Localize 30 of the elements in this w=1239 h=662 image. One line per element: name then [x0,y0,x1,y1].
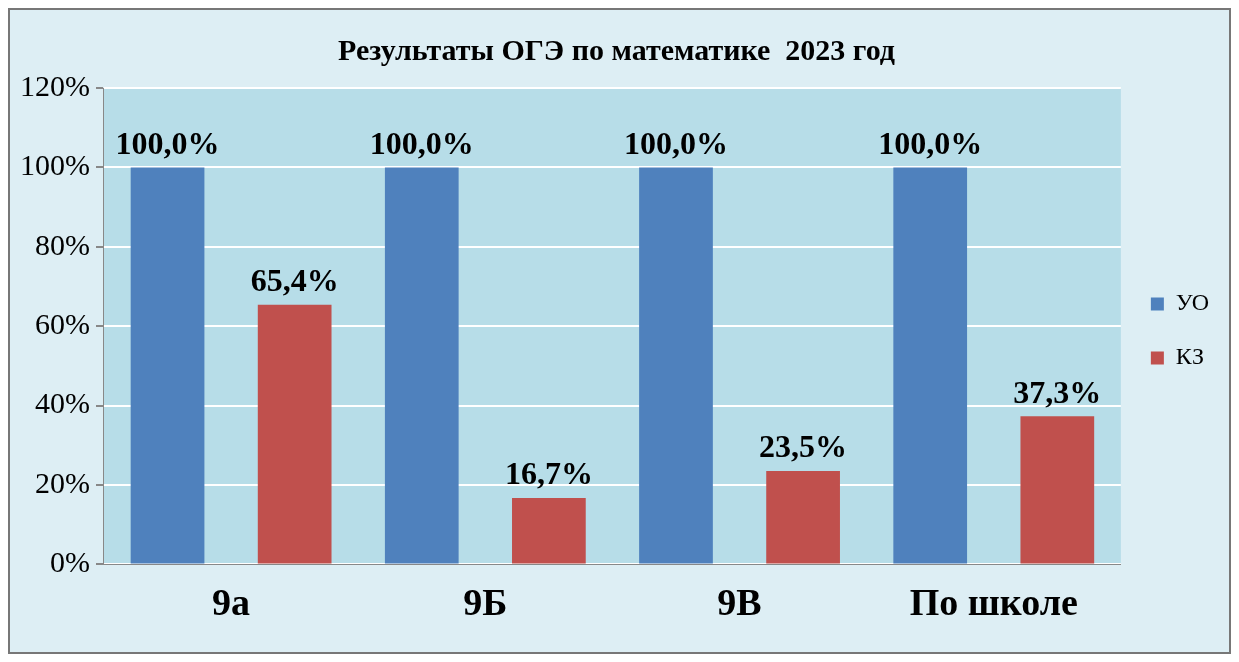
y-tick-label: 120% [19,68,90,102]
bar [893,167,968,564]
y-tick-label: 80% [34,227,90,261]
bar [639,167,713,564]
x-tick-label: 9а [212,581,251,624]
data-label: 16,7% [504,455,593,492]
x-tick-label: По школе [909,581,1078,624]
x-tick-label: 9В [717,581,762,624]
y-tick-label: 100% [19,148,90,182]
bar [512,498,586,564]
x-tick-label: 9Б [463,581,508,624]
bar [1020,416,1095,564]
y-tick-label: 40% [34,386,90,420]
y-tick-label: 60% [34,307,90,341]
legend-label: УО [1175,289,1210,316]
bar [766,471,840,564]
y-tick-label: 0% [49,545,90,579]
data-label: 100,0% [623,124,728,161]
legend-label: КЗ [1175,343,1204,370]
data-label: 100,0% [878,124,983,161]
bar [257,304,332,564]
bar [384,167,459,564]
bar [130,167,205,564]
data-label: 23,5% [759,428,848,465]
chart-title: Результаты ОГЭ по математике 2023 год [337,32,896,66]
data-label: 65,4% [250,262,339,299]
y-tick-label: 20% [34,465,90,499]
data-label: 100,0% [115,124,220,161]
data-label: 100,0% [369,124,474,161]
data-label: 37,3% [1013,373,1102,410]
